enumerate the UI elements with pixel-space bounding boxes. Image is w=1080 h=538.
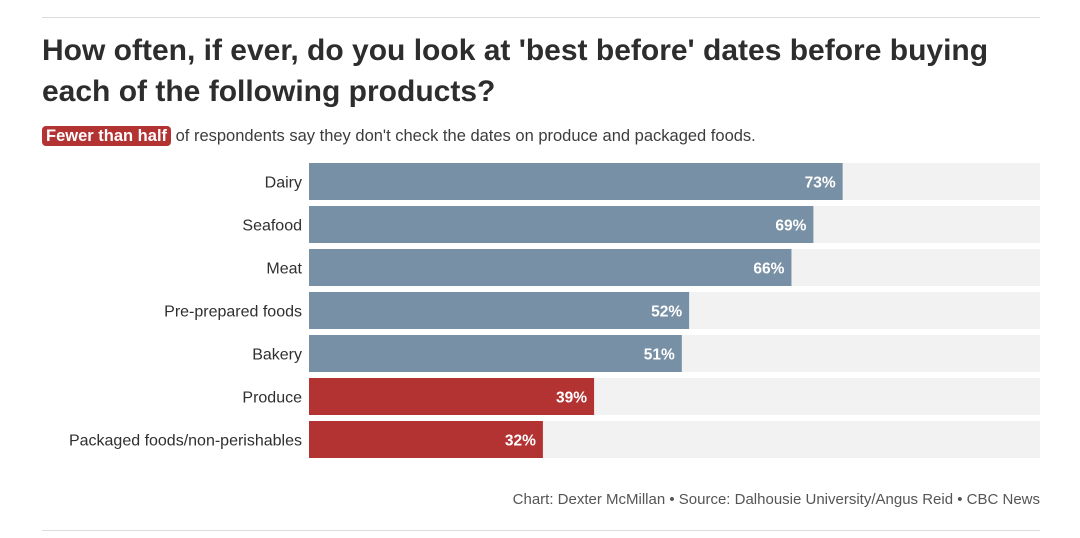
value-label: 51%: [644, 347, 675, 364]
bar-row: Bakery 51%: [252, 335, 1040, 372]
category-label: Produce: [242, 390, 302, 407]
value-label: 66%: [753, 261, 784, 278]
bar-row: Packaged foods/non-perishables 32%: [69, 421, 1040, 458]
bar: [309, 378, 595, 415]
bar: [309, 206, 814, 243]
bar: [309, 249, 792, 286]
bar: [309, 163, 843, 200]
bar-row: Produce 39%: [242, 378, 1040, 415]
category-label: Meat: [266, 261, 302, 278]
bar: [309, 421, 543, 458]
chart-title: How often, if ever, do you look at 'best…: [42, 34, 989, 108]
bar-row: Pre-prepared foods 52%: [164, 292, 1040, 329]
bar: [309, 335, 682, 372]
subtitle-highlight: Fewer than half: [42, 126, 172, 146]
value-label: 73%: [805, 175, 836, 192]
subtitle-text: of respondents say they don't check the …: [171, 127, 756, 145]
value-label: 39%: [556, 390, 587, 407]
bar-row: Dairy 73%: [265, 163, 1040, 200]
value-label: 52%: [651, 304, 682, 321]
chart-subtitle: Fewer than half of respondents say they …: [42, 125, 1040, 147]
bar: [309, 292, 690, 329]
category-label: Bakery: [252, 347, 302, 364]
value-label: 32%: [505, 433, 536, 450]
category-label: Pre-prepared foods: [164, 304, 302, 321]
bar-row: Meat 66%: [266, 249, 1040, 286]
bottom-divider: [42, 530, 1040, 531]
chart-credits: Chart: Dexter McMillan • Source: Dalhous…: [512, 491, 1040, 508]
top-divider: [42, 17, 1040, 18]
value-label: 69%: [775, 218, 806, 235]
category-label: Packaged foods/non-perishables: [69, 433, 302, 450]
category-label: Seafood: [242, 218, 302, 235]
category-label: Dairy: [265, 175, 302, 192]
bar-row: Seafood 69%: [242, 206, 1040, 243]
